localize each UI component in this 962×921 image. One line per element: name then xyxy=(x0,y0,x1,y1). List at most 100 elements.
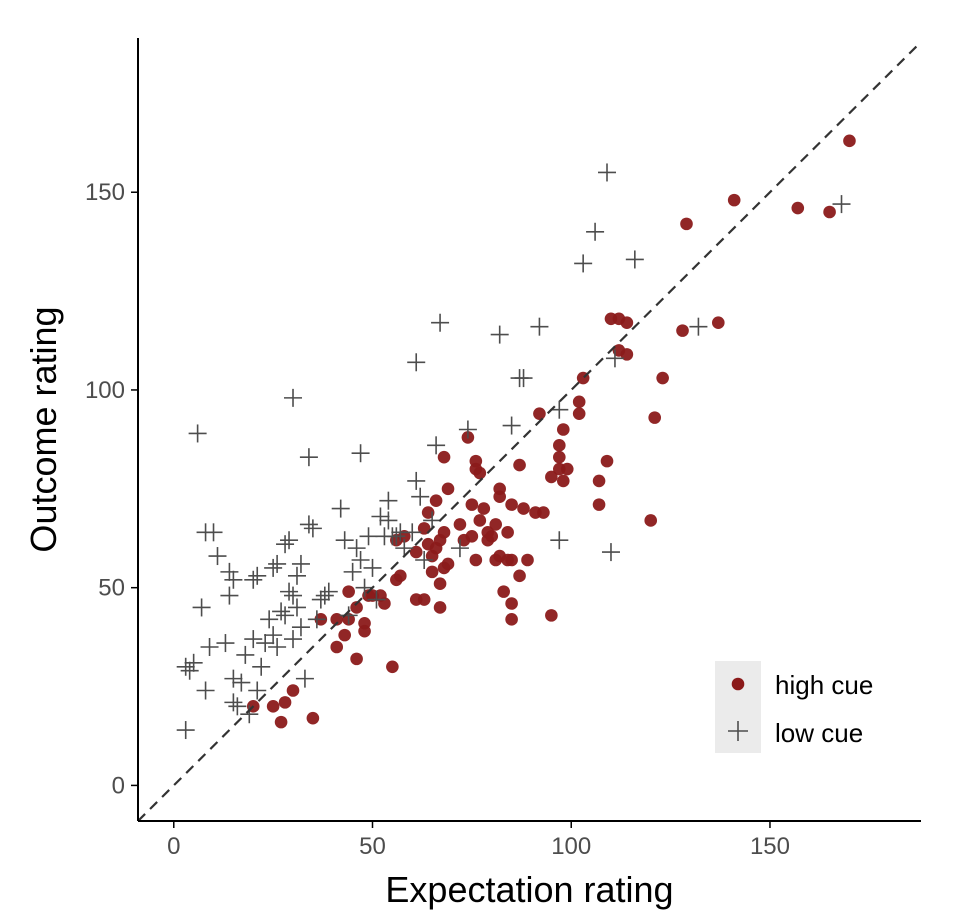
x-tick-label: 150 xyxy=(750,833,790,860)
high-cue-point xyxy=(378,597,391,610)
low-cue-point xyxy=(224,669,243,688)
high-cue-point xyxy=(465,529,479,543)
low-cue-point xyxy=(264,558,283,577)
high-cue-point xyxy=(556,423,570,436)
high-cue-point xyxy=(441,482,455,496)
low-cue-point xyxy=(530,317,549,336)
high-cue-point xyxy=(350,601,363,614)
y-tick-label: 150 xyxy=(85,179,125,206)
x-axis-title: Expectation rating xyxy=(385,869,673,910)
low-cue-point xyxy=(244,570,263,589)
high-cue-point xyxy=(437,526,451,539)
high-cue-point xyxy=(533,407,546,420)
low-cue-point xyxy=(196,681,215,700)
high-cue-point xyxy=(437,450,451,464)
high-cue-point xyxy=(473,514,487,527)
low-cue-point xyxy=(586,222,605,241)
high-cue-point xyxy=(513,458,526,472)
low-cue-point xyxy=(232,673,251,692)
low-cue-point xyxy=(287,598,306,617)
high-cue-point xyxy=(342,585,355,598)
high-cue-point xyxy=(350,652,363,666)
high-cue-point xyxy=(433,577,447,591)
low-cue-point xyxy=(291,618,310,637)
x-tick-label: 100 xyxy=(551,833,591,860)
high-cue-point xyxy=(274,715,288,729)
high-cue-point xyxy=(505,498,518,511)
low-cue-point xyxy=(284,388,303,407)
high-cue-point xyxy=(473,466,487,480)
high-cue-point xyxy=(469,454,483,468)
low-cue-point xyxy=(832,195,851,214)
legend-low-cue-label: low cue xyxy=(775,718,863,748)
high-cue-point xyxy=(545,470,558,484)
high-cue-point xyxy=(620,316,634,330)
low-cue-point xyxy=(319,582,338,601)
legend-high-cue-marker xyxy=(731,677,745,691)
high-cue-point xyxy=(358,624,371,638)
low-cue-point xyxy=(347,539,366,558)
low-cue-point xyxy=(228,697,247,716)
low-cue-point xyxy=(208,547,227,566)
low-cue-point xyxy=(248,681,267,700)
legend-low-cue-marker xyxy=(728,721,748,741)
low-cue-point xyxy=(625,250,644,269)
low-cue-point xyxy=(216,634,235,653)
low-cue-point xyxy=(299,448,318,467)
high-cue-point xyxy=(553,450,566,464)
high-cue-point xyxy=(469,553,483,567)
low-cue-point xyxy=(287,566,306,585)
high-cue-point xyxy=(417,522,431,535)
low-cue-point xyxy=(598,163,617,182)
high-cue-point xyxy=(823,205,836,219)
low-cue-point xyxy=(311,590,330,609)
low-cue-point xyxy=(403,523,422,542)
low-cue-point xyxy=(204,523,223,542)
y-axis-ticks: 0 50 100 150 xyxy=(85,179,138,799)
low-cue-point xyxy=(431,313,450,332)
x-axis-ticks: 0 50 100 150 xyxy=(167,821,790,860)
high-cue-points xyxy=(246,134,856,729)
high-cue-point xyxy=(417,593,431,606)
high-cue-point xyxy=(453,518,467,531)
low-cue-point xyxy=(450,539,469,558)
high-cue-point xyxy=(394,569,407,583)
low-cue-point xyxy=(260,610,279,629)
high-cue-point xyxy=(537,506,550,519)
low-cue-point xyxy=(220,586,239,605)
low-cue-point xyxy=(188,424,207,443)
high-cue-point xyxy=(676,324,689,337)
high-cue-point xyxy=(489,518,503,531)
low-cue-points xyxy=(176,163,851,740)
high-cue-point xyxy=(648,411,662,424)
low-cue-point xyxy=(407,353,426,372)
high-cue-point xyxy=(505,597,518,610)
low-cue-point xyxy=(280,582,299,601)
low-cue-point xyxy=(276,535,295,554)
low-cue-point xyxy=(343,562,362,581)
high-cue-point xyxy=(286,684,300,697)
high-cue-point xyxy=(330,613,344,626)
legend: high cue low cue xyxy=(715,661,873,753)
low-cue-point xyxy=(379,491,398,510)
low-cue-point xyxy=(220,562,239,581)
high-cue-point xyxy=(409,545,423,559)
high-cue-point xyxy=(266,700,280,713)
low-cue-point xyxy=(299,515,318,534)
identity-reference-line xyxy=(137,41,922,822)
low-cue-point xyxy=(248,566,267,585)
low-cue-point xyxy=(550,531,569,550)
high-cue-point xyxy=(843,134,856,148)
low-cue-point xyxy=(689,317,708,336)
y-tick-label: 0 xyxy=(112,772,125,799)
low-cue-point xyxy=(176,721,195,740)
high-cue-point xyxy=(572,407,586,420)
low-cue-point xyxy=(291,554,310,573)
low-cue-point xyxy=(315,586,334,605)
low-cue-point xyxy=(303,519,322,538)
low-cue-point xyxy=(363,558,382,577)
low-cue-point xyxy=(276,606,295,625)
high-cue-point xyxy=(501,526,514,539)
y-tick-label: 100 xyxy=(85,377,125,404)
